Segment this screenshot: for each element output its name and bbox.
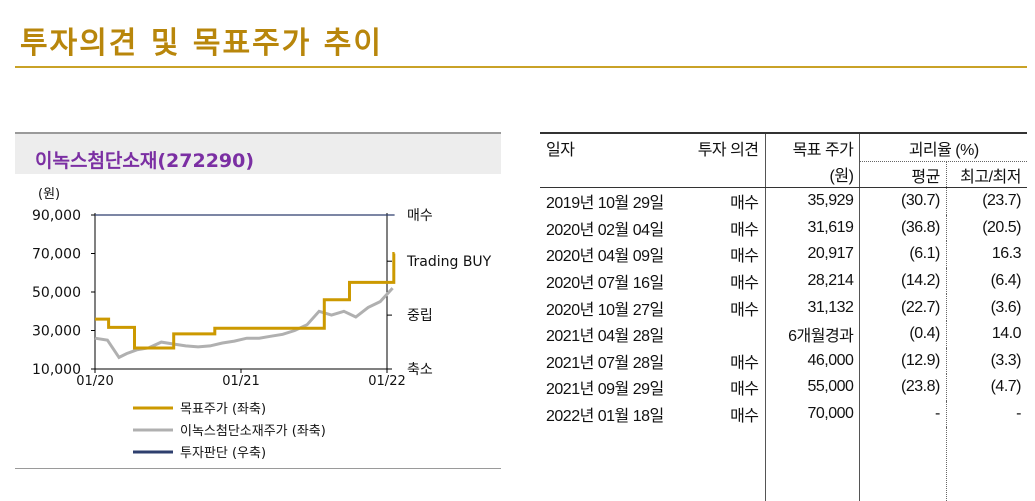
row-price: 28,214 [765, 267, 861, 295]
legend-label: 목표주가 (좌축) [180, 402, 266, 417]
chart-bottom-rule [15, 468, 501, 469]
row-opinion [679, 320, 766, 348]
opinion-table-wrap: 일자 투자 의견 목표 주가 괴리율 (%) (원) 평균 최고/최저 2019… [540, 132, 1027, 501]
row-price: 46,000 [765, 347, 861, 375]
row-maxmin: (3.3) [990, 351, 1022, 369]
series-line-0 [95, 252, 396, 350]
y-axis-unit-label: (원) [38, 187, 60, 202]
y-tick-label: 90,000 [32, 208, 81, 224]
table-row: 2020년 02월 04일 매수 31,619 (36.8) (20.5) [540, 214, 1027, 242]
row-avg: (30.7) [859, 187, 947, 215]
row-avg: (6.1) [859, 241, 947, 268]
table-row: 2021년 04월 28일 6개월경과 (0.4) 14.0 [540, 320, 1027, 348]
table-filler-row [540, 427, 1027, 501]
right-axis-label: 매수 [407, 208, 433, 224]
right-axis-label: Trading BUY [406, 254, 492, 270]
x-tick-label: 01/21 [222, 374, 259, 389]
page-title: 투자의견 및 목표주가 추이 [20, 26, 383, 61]
legend-label: 투자판단 (우축) [180, 446, 266, 461]
row-price: 20,917 [765, 241, 861, 268]
row-price: 6개월경과 [765, 320, 861, 348]
table-row: 2022년 01월 18일 매수 70,000- - [540, 400, 1027, 428]
row-avg: (12.9) [859, 347, 947, 375]
row-date: 2020년 02월 04일 [546, 221, 664, 239]
x-tick-label: 01/22 [368, 374, 405, 389]
row-opinion: 매수 [679, 187, 766, 215]
row-price: 70,000 [765, 400, 861, 428]
y-tick-label: 10,000 [32, 362, 81, 378]
header-avg: 평균 [859, 161, 947, 188]
row-maxmin: (20.5) [982, 218, 1021, 236]
table-row: 2020년 07월 16일 매수 28,214 (14.2) (6.4) [540, 267, 1027, 295]
row-maxmin: (4.7) [990, 378, 1022, 396]
row-maxmin: (3.6) [990, 298, 1022, 316]
row-date: 2021년 07월 28일 [546, 354, 664, 372]
row-price: 31,619 [765, 214, 861, 242]
table-row: 2020년 10월 27일 매수 31,132 (22.7) (3.6) [540, 294, 1027, 321]
row-price: 35,929 [765, 187, 861, 215]
row-maxmin: (23.7) [982, 192, 1021, 210]
x-tick-label: 01/20 [76, 374, 113, 389]
row-avg: (23.8) [859, 374, 947, 401]
row-date: 2021년 09월 29일 [546, 381, 664, 399]
row-opinion: 매수 [679, 214, 766, 242]
row-date: 2022년 01월 18일 [546, 408, 664, 426]
row-maxmin: 14.0 [991, 325, 1022, 343]
y-tick-label: 50,000 [32, 285, 81, 301]
chart-header-rule [15, 132, 501, 134]
chart-header [15, 132, 501, 174]
chart-company-name: 이녹스첨단소재(272290) [35, 150, 255, 172]
legend-label: 이녹스첨단소재주가 (좌축) [180, 424, 326, 439]
header-date: 일자 [540, 132, 680, 162]
row-maxmin: - [1016, 405, 1021, 423]
row-date: 2020년 07월 16일 [546, 275, 664, 293]
row-opinion: 매수 [679, 267, 766, 295]
y-tick-label: 30,000 [32, 324, 81, 340]
row-maxmin: 16.3 [991, 245, 1022, 263]
header-gap: 괴리율 (%) [859, 132, 1027, 162]
table-row: 2021년 09월 29일 매수 55,000 (23.8) (4.7) [540, 374, 1027, 401]
title-rule [15, 66, 1027, 68]
row-avg: (0.4) [859, 320, 947, 348]
right-axis-label: 축소 [407, 362, 433, 378]
row-maxmin: (6.4) [990, 272, 1022, 290]
row-opinion: 매수 [679, 347, 766, 375]
opinion-table: 일자 투자 의견 목표 주가 괴리율 (%) (원) 평균 최고/최저 2019… [540, 132, 1027, 501]
row-opinion: 매수 [679, 374, 766, 401]
chart-panel: 이녹스첨단소재(272290) (원) 90,000 70,000 50,000 30,… [15, 132, 513, 477]
row-date: 2021년 04월 28일 [546, 328, 664, 346]
table-row: 2019년 10월 29일 매수 35,929 (30.7) (23.7) [540, 187, 1027, 215]
table-row: 2021년 07월 28일 매수 46,000 (12.9) (3.3) [540, 347, 1027, 375]
right-axis-label: 중립 [407, 308, 433, 324]
row-avg: (22.7) [859, 294, 947, 321]
header-target: 목표 주가 [765, 132, 861, 162]
row-date: 2020년 04월 09일 [546, 248, 664, 266]
table-row: 2020년 04월 09일 매수 20,917 (6.1) 16.3 [540, 241, 1027, 268]
table-subheader-row: (원) 평균 최고/최저 [540, 161, 1027, 188]
row-avg: - [859, 400, 947, 428]
row-date: 2019년 10월 29일 [546, 195, 664, 213]
row-price: 31,132 [765, 294, 861, 321]
row-avg: (14.2) [859, 267, 947, 295]
header-opinion: 투자 의견 [679, 132, 766, 162]
row-opinion: 매수 [679, 241, 766, 268]
row-date: 2020년 10월 27일 [546, 301, 664, 319]
row-price: 55,000 [765, 374, 861, 401]
table-header-row: 일자 투자 의견 목표 주가 괴리율 (%) [540, 132, 1027, 162]
row-opinion: 매수 [679, 400, 766, 428]
row-avg: (36.8) [859, 214, 947, 242]
header-target-unit: (원) [765, 161, 861, 188]
header-maxmin: 최고/최저 [946, 161, 1027, 188]
y-tick-label: 70,000 [32, 247, 81, 263]
row-opinion: 매수 [679, 294, 766, 321]
